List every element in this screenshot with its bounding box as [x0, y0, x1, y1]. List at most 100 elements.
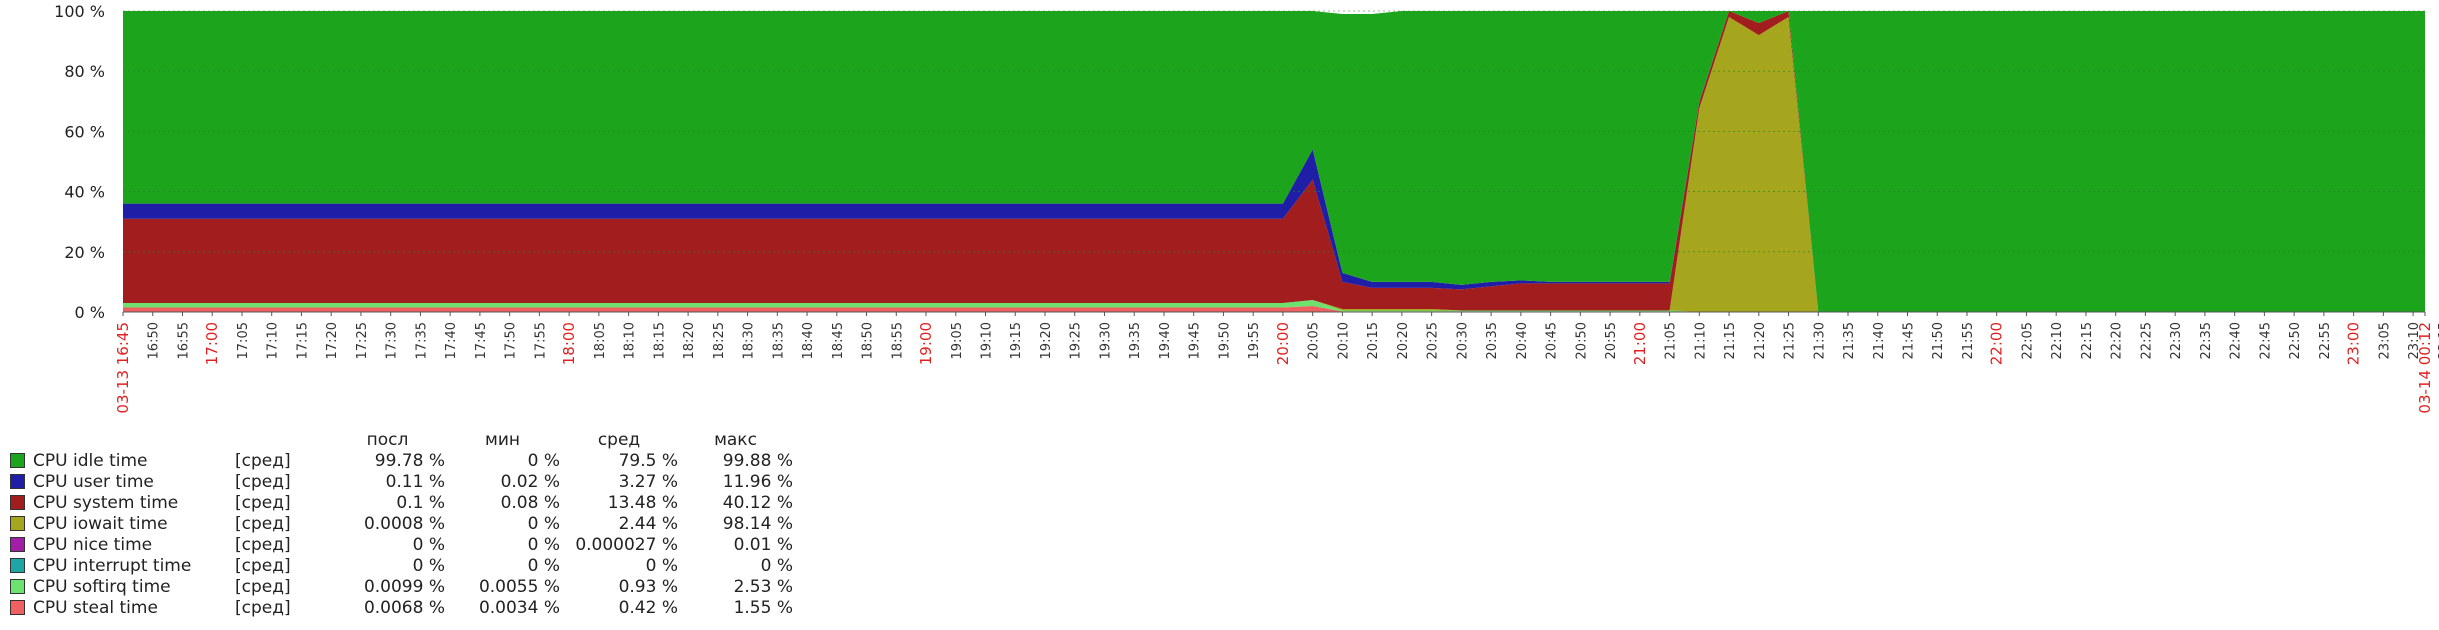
x-tick-label: 18:10	[623, 322, 638, 359]
x-tick-label: 19:30	[1098, 322, 1113, 359]
x-tick-label: 18:25	[712, 322, 727, 359]
x-axis: 03-13 16:45 16:50 16:55 17:00 17:05 17:10 17:1…	[114, 312, 2439, 414]
legend: посл мин сред макс CPU idle time [сред] 99…	[10, 430, 793, 619]
legend-value-fn: [сред]	[235, 472, 291, 492]
x-tick-label: 17:55	[533, 322, 548, 359]
legend-table: посл мин сред макс CPU idle time [сред] 99…	[10, 430, 793, 619]
x-tick-label: 22:15	[2080, 322, 2095, 359]
x-tick-label: 18:15	[652, 322, 667, 359]
legend-value-max: 98.14 %	[722, 514, 793, 534]
x-tick-label: 22:25	[2139, 322, 2154, 359]
legend-value-last: 99.78 %	[374, 451, 445, 471]
x-tick-label: 18:50	[861, 322, 876, 359]
legend-value-last: 0.11 %	[385, 472, 445, 492]
legend-label: CPU system time	[33, 493, 179, 513]
legend-value-avg: 2.44 %	[618, 514, 678, 534]
x-tick-label: 19:00	[917, 322, 935, 365]
y-axis: 0 % 20 % 40 % 60 % 80 % 100 %	[54, 2, 2425, 322]
legend-series-name: CPU steal time	[10, 598, 235, 619]
legend-value-min: 0 %	[527, 535, 560, 555]
legend-value-min: 0 %	[527, 451, 560, 471]
x-tick-label: 17:05	[236, 322, 251, 359]
x-tick-label: 22:20	[2110, 322, 2125, 359]
x-tick-label: 22:00	[1988, 322, 2006, 365]
x-tick-label: 22:30	[2169, 322, 2184, 359]
x-tick-label: 23:10	[2407, 322, 2422, 359]
legend-header-row: посл мин сред макс	[10, 430, 793, 451]
legend-color-swatch	[10, 579, 25, 594]
legend-value-min: 0.0034 %	[478, 598, 560, 618]
legend-label: CPU idle time	[33, 451, 148, 471]
x-tick-label: 19:55	[1247, 322, 1262, 359]
legend-row: CPU steal time [сред] 0.0068 % 0.0034 % 0.42…	[10, 598, 793, 619]
x-tick-label: 19:25	[1069, 322, 1084, 359]
legend-series-name: CPU interrupt time	[10, 556, 235, 577]
legend-body: CPU idle time [сред] 99.78 % 0 % 79.5 % 99.88…	[10, 451, 793, 619]
x-tick-label: 21:55	[1961, 322, 1976, 359]
legend-value-avg: 3.27 %	[618, 472, 678, 492]
x-tick-label: 21:35	[1842, 322, 1857, 359]
x-tick-label: 21:25	[1783, 322, 1798, 359]
x-tick-label: 18:00	[560, 322, 578, 365]
x-tick-label: 23:05	[2377, 322, 2392, 359]
legend-value-last: 0.1 %	[396, 493, 445, 513]
x-tick-label: 17:35	[414, 322, 429, 359]
legend-row: CPU idle time [сред] 99.78 % 0 % 79.5 % 99.88…	[10, 451, 793, 472]
series-area-cpu-idle-time	[123, 11, 2425, 312]
y-tick-label: 60 %	[64, 122, 105, 141]
legend-label: CPU nice time	[33, 535, 153, 555]
legend-color-swatch	[10, 495, 25, 510]
legend-label: CPU iowait time	[33, 514, 168, 534]
legend-value-avg: 79.5 %	[618, 451, 678, 471]
x-tick-label: 17:45	[474, 322, 489, 359]
legend-label: CPU interrupt time	[33, 556, 192, 576]
legend-value-max: 11.96 %	[722, 472, 793, 492]
x-tick-label: 21:00	[1631, 322, 1649, 365]
legend-value-avg: 0.93 %	[618, 577, 678, 597]
legend-value-fn: [сред]	[235, 535, 291, 555]
x-tick-label: 19:50	[1217, 322, 1232, 359]
legend-value-max: 2.53 %	[733, 577, 793, 597]
y-tick-label: 40 %	[64, 183, 105, 202]
legend-label: CPU user time	[33, 472, 154, 492]
x-tick-label: 20:25	[1426, 322, 1441, 359]
x-tick-label: 20:35	[1485, 322, 1500, 359]
legend-color-swatch	[10, 600, 25, 615]
legend-color-swatch	[10, 558, 25, 573]
legend-value-max: 99.88 %	[722, 451, 793, 471]
y-tick-label: 100 %	[54, 2, 105, 21]
x-tick-label: 18:45	[831, 322, 846, 359]
x-tick-label: 17:15	[295, 322, 310, 359]
legend-series-name: CPU softirq time	[10, 577, 235, 598]
x-tick-label: 19:40	[1158, 322, 1173, 359]
x-tick-label: 20:15	[1366, 322, 1381, 359]
legend-header-last: посл	[366, 430, 409, 450]
y-tick-label: 80 %	[64, 62, 105, 81]
legend-value-last: 0.0068 %	[363, 598, 445, 618]
legend-color-swatch	[10, 453, 25, 468]
legend-label: CPU steal time	[33, 598, 158, 618]
x-tick-label: 21:45	[1901, 322, 1916, 359]
x-tick-label: 19:45	[1188, 322, 1203, 359]
legend-value-fn: [сред]	[235, 598, 291, 618]
x-tick-label: 22:55	[2318, 322, 2333, 359]
x-tick-label: 22:05	[2020, 322, 2035, 359]
legend-value-avg: 13.48 %	[607, 493, 678, 513]
x-tick-label: 18:20	[682, 322, 697, 359]
series-area-cpu-system-time	[123, 11, 2425, 312]
legend-color-swatch	[10, 537, 25, 552]
x-tick-label: 20:05	[1307, 322, 1322, 359]
x-tick-label: 22:35	[2199, 322, 2214, 359]
legend-value-min: 0.08 %	[500, 493, 560, 513]
legend-value-fn: [сред]	[235, 514, 291, 534]
legend-value-last: 0.0008 %	[363, 514, 445, 534]
legend-value-last: 0 %	[412, 535, 445, 555]
legend-value-last: 0.0099 %	[363, 577, 445, 597]
x-tick-label: 19:05	[950, 322, 965, 359]
legend-value-fn: [сред]	[235, 556, 291, 576]
x-tick-label: 21:10	[1693, 322, 1708, 359]
x-tick-label: 21:05	[1664, 322, 1679, 359]
x-tick-label: 17:50	[504, 322, 519, 359]
x-tick-label: 18:55	[890, 322, 905, 359]
x-tick-label: 22:40	[2229, 322, 2244, 359]
